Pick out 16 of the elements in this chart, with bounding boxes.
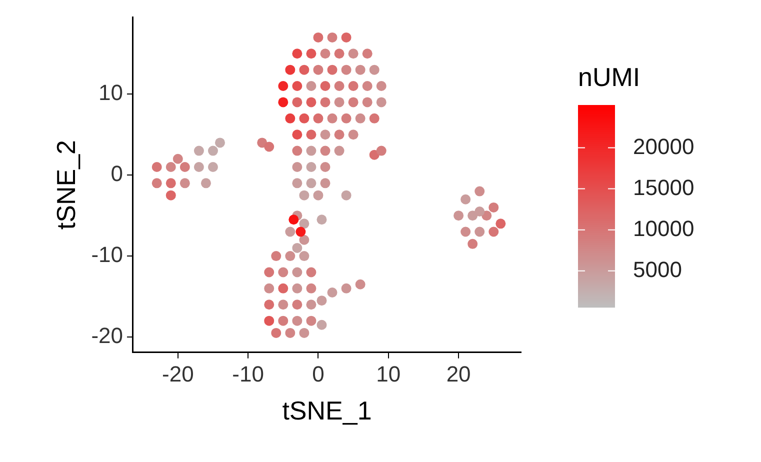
y-tick-label: 10 <box>98 80 123 106</box>
y-tick-label: 0 <box>110 161 123 186</box>
color-bar-label: 15000 <box>633 174 694 200</box>
color-bar-label: 5000 <box>633 256 682 282</box>
color-bar-label: 10000 <box>633 216 694 241</box>
x-tick-label: 20 <box>446 362 471 387</box>
y-tick-label: -20 <box>91 323 123 348</box>
x-tick-label: 10 <box>376 362 401 387</box>
color-bar-title: nUMI <box>578 62 640 92</box>
x-tick-label: -20 <box>162 362 194 387</box>
color-bar-label: 20000 <box>633 134 694 159</box>
x-tick-label: -10 <box>232 362 264 387</box>
x-axis-title: tSNE_1 <box>282 396 372 426</box>
x-tick-label: 0 <box>312 362 324 387</box>
y-axis-title: tSNE_2 <box>50 140 81 230</box>
y-tick-label: -10 <box>91 242 123 268</box>
